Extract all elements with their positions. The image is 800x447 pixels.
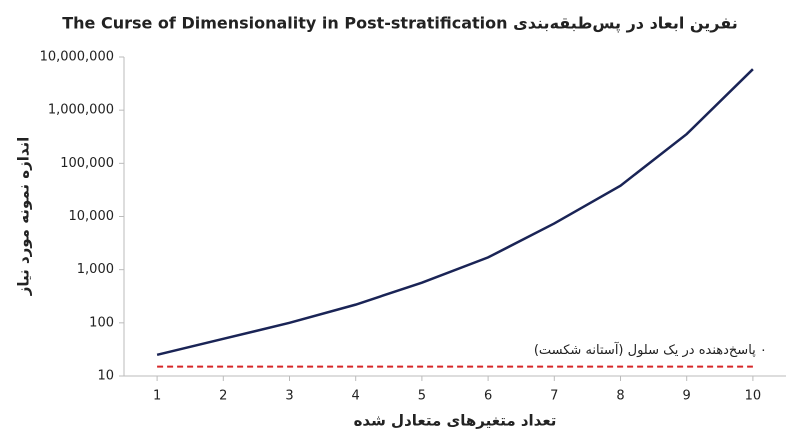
x-tick-label: 7: [550, 389, 558, 404]
threshold-label: ۰ پاسخ‌دهنده در یک سلول (آستانه شکست): [534, 341, 767, 358]
y-tick-label: 10: [97, 369, 114, 384]
x-tick-label: 5: [418, 389, 426, 404]
y-tick-label: 10,000,000: [40, 50, 114, 65]
x-tick-label: 2: [219, 389, 227, 404]
y-tick-label: 100,000: [60, 156, 114, 171]
x-tick-label: 10: [745, 389, 762, 404]
y-tick-label: 100: [89, 315, 114, 330]
line: [156, 68, 754, 357]
chart-title: نفرین ابعاد در پس‌طبقه‌بندی The Curse of…: [62, 14, 738, 34]
y-tick-label: 10,000: [69, 209, 115, 224]
y-axis-title: اندازه نمونه مورد نیاز: [15, 137, 33, 297]
x-axis-title: تعداد متغیرهای متعادل شده: [354, 412, 557, 430]
x-tick-label: 6: [484, 389, 492, 404]
y-tick-label: 1,000: [77, 262, 114, 277]
x-tick-label: 1: [153, 389, 161, 404]
x-tick-label: 8: [616, 389, 624, 404]
x-tick-label: 9: [683, 389, 691, 404]
x-tick-label: 3: [285, 389, 293, 404]
y-tick-label: 1,000,000: [48, 103, 114, 118]
x-tick-label: 4: [352, 389, 360, 404]
